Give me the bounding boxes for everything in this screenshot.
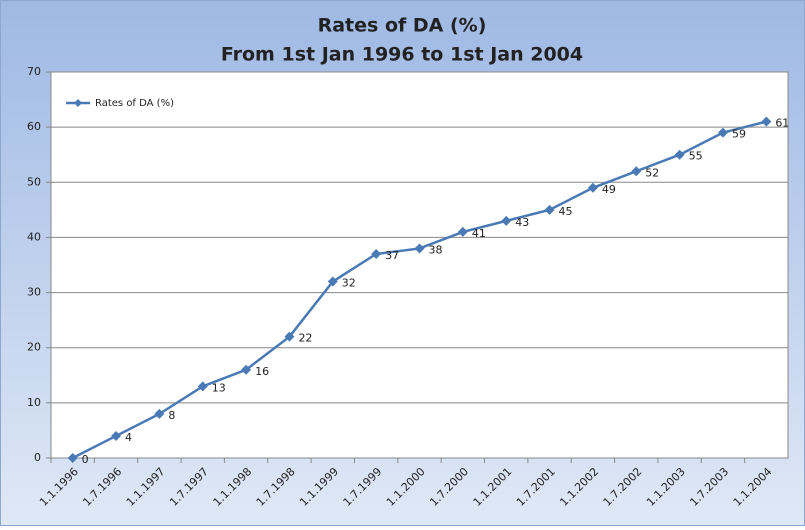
data-label: 52 (645, 166, 659, 179)
y-tick-label: 0 (34, 451, 41, 464)
data-label: 0 (82, 453, 89, 466)
data-label: 61 (775, 117, 789, 130)
data-marker (544, 204, 555, 215)
legend-label: Rates of DA (%) (95, 98, 174, 109)
data-marker (284, 331, 295, 342)
chart-subtitle: From 1st Jan 1996 to 1st Jan 2004 (221, 44, 583, 66)
data-label: 4 (125, 431, 132, 444)
data-marker (717, 127, 728, 138)
data-label: 59 (732, 128, 746, 141)
data-label: 45 (559, 205, 573, 218)
y-tick-label: 50 (27, 175, 41, 188)
plot-area (50, 71, 789, 459)
data-marker (327, 276, 338, 287)
data-marker (414, 243, 425, 254)
data-marker (674, 149, 685, 160)
data-label: 55 (689, 150, 703, 163)
data-marker (457, 226, 468, 237)
data-label: 13 (212, 381, 226, 394)
data-marker (197, 381, 208, 392)
legend-marker (74, 99, 82, 107)
data-marker (761, 116, 772, 127)
data-label: 8 (168, 409, 175, 422)
data-marker (111, 430, 122, 441)
data-marker (587, 182, 598, 193)
data-marker (371, 248, 382, 259)
y-tick-label: 10 (27, 396, 41, 409)
y-tick-label: 70 (27, 65, 41, 78)
y-tick-label: 60 (27, 120, 41, 133)
data-marker (154, 408, 165, 419)
data-label: 37 (385, 249, 399, 262)
data-marker (631, 166, 642, 177)
data-label: 38 (429, 243, 443, 256)
data-marker (67, 453, 78, 463)
data-label: 32 (342, 277, 356, 290)
y-tick-label: 40 (27, 230, 41, 243)
data-marker (241, 364, 252, 375)
data-label: 16 (255, 365, 269, 378)
data-marker (501, 215, 512, 226)
chart-title: Rates of DA (%) (318, 15, 487, 37)
data-label: 43 (515, 216, 529, 229)
y-tick-label: 30 (27, 286, 41, 299)
data-label: 49 (602, 183, 616, 196)
y-tick-label: 20 (27, 341, 41, 354)
data-label: 22 (298, 332, 312, 345)
data-label: 41 (472, 227, 486, 240)
